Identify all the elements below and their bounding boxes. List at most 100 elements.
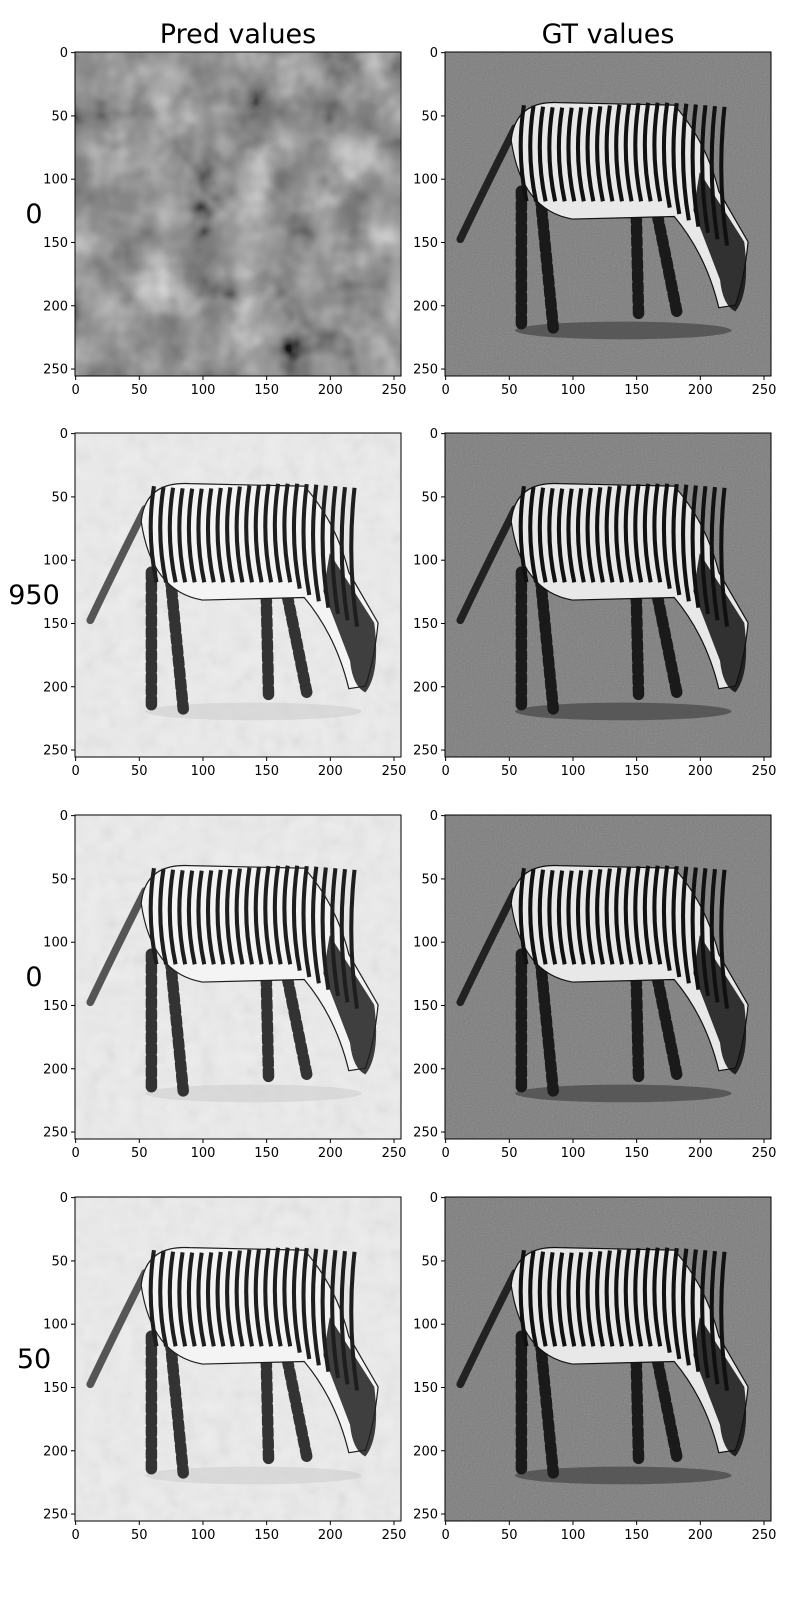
zebra-stripe (301, 1247, 312, 1360)
y-tick-label: 150 (43, 999, 68, 1014)
zebra-head (323, 553, 377, 693)
x-tick-label: 200 (688, 1528, 713, 1543)
zebra-stripe (158, 486, 169, 583)
zebra-head (693, 172, 747, 312)
zebra-stripe (186, 1252, 197, 1347)
zebra-stripe (633, 483, 644, 583)
panel-image (445, 1197, 771, 1521)
y-tick-label: 50 (51, 490, 68, 505)
zebra-leg (534, 954, 559, 1097)
zebra-stripe (272, 1247, 283, 1347)
zebra-stripe (661, 1247, 672, 1354)
y-tick-label: 150 (413, 236, 438, 251)
zebra-stripe (528, 868, 539, 965)
x-tick-label: 200 (688, 383, 713, 398)
zebra-stripe (225, 486, 235, 583)
zebra-stripe (623, 866, 634, 965)
x-tick-label: 50 (131, 764, 148, 779)
x-tick-label: 250 (752, 1528, 777, 1543)
y-tick-label: 0 (60, 809, 68, 824)
zebra-stripe (186, 488, 197, 583)
zebra-stripe (291, 865, 302, 972)
zebra-stripe (311, 866, 321, 984)
zebra-stripe (681, 103, 691, 221)
y-tick-label: 0 (430, 46, 438, 61)
column-title: GT values (542, 19, 675, 50)
x-tick-label: 200 (318, 383, 343, 398)
y-tick-label: 200 (43, 299, 68, 314)
x-tick-label: 200 (318, 1528, 343, 1543)
y-tick-label: 150 (413, 617, 438, 632)
zebra-stripe (291, 483, 302, 590)
y-tick-label: 100 (413, 1318, 438, 1333)
panel-image (75, 433, 401, 757)
panel-image (445, 815, 771, 1139)
zebra-stripe (547, 869, 558, 965)
zebra-stripe (585, 869, 596, 965)
x-tick-label: 0 (441, 1146, 449, 1161)
zebra-stripe (186, 870, 197, 965)
y-tick-label: 200 (413, 1444, 438, 1459)
zebra-stripe (528, 105, 539, 202)
zebra-stripe (595, 105, 605, 202)
column-title: Pred values (160, 19, 316, 50)
x-tick-label: 0 (71, 383, 79, 398)
zebra-stripe (537, 1251, 548, 1347)
zebra-stripe (282, 1247, 293, 1347)
y-tick-label: 250 (43, 744, 68, 759)
zebra-stripe (263, 865, 274, 965)
y-tick-label: 150 (43, 617, 68, 632)
x-tick-label: 150 (254, 383, 279, 398)
zebra-stripe (671, 1247, 682, 1360)
zebra-stripe (205, 1252, 216, 1347)
zebra-stripe (575, 1252, 586, 1347)
zebra-stripe (585, 106, 596, 202)
x-tick-label: 0 (71, 1528, 79, 1543)
zebra-head (693, 553, 747, 693)
x-tick-label: 250 (382, 1528, 407, 1543)
y-tick-label: 200 (43, 1444, 68, 1459)
axes-frame (444, 432, 772, 758)
zebra-stripe (301, 483, 312, 596)
zebra-stripe (196, 1252, 207, 1347)
y-tick-label: 50 (421, 1254, 438, 1269)
zebra-leg (164, 954, 189, 1097)
zebra-stripe (652, 1247, 663, 1347)
x-tick-label: 150 (624, 764, 649, 779)
x-tick-label: 100 (191, 1146, 216, 1161)
zebra-stripe (196, 488, 207, 583)
x-tick-label: 250 (382, 383, 407, 398)
zebra-stripe (253, 866, 264, 965)
zebra-stripe (642, 1247, 653, 1347)
zebra-leg (260, 961, 275, 1084)
zebra-stripe (311, 1248, 321, 1366)
zebra-leg (649, 579, 683, 699)
zebra-tail (456, 887, 519, 1007)
zebra-stripe (633, 865, 644, 965)
zebra-leg (649, 1343, 683, 1463)
x-tick-label: 0 (441, 383, 449, 398)
zebra-stripe (604, 868, 615, 965)
zebra-stripe (215, 487, 226, 583)
x-tick-label: 50 (131, 383, 148, 398)
zebra-stripe (518, 1249, 529, 1347)
zebra-stripe (263, 1247, 274, 1347)
panel-image (445, 433, 771, 757)
zebra-head (693, 1317, 747, 1457)
zebra-stripe (148, 485, 159, 583)
header-layer: Pred values GT values 0 950 0 50 (8, 19, 674, 1375)
zebra-shadow (145, 1084, 362, 1103)
panel-image (75, 52, 401, 376)
zebra-stripe (167, 1251, 178, 1347)
y-tick-label: 50 (51, 1254, 68, 1269)
y-tick-label: 50 (51, 109, 68, 124)
row-label: 50 (17, 1344, 51, 1375)
zebra (86, 482, 379, 721)
x-tick-label: 100 (561, 383, 586, 398)
zebra-stripe (575, 107, 586, 202)
zebra-leg (260, 1343, 275, 1466)
zebra-stripe (244, 867, 255, 965)
